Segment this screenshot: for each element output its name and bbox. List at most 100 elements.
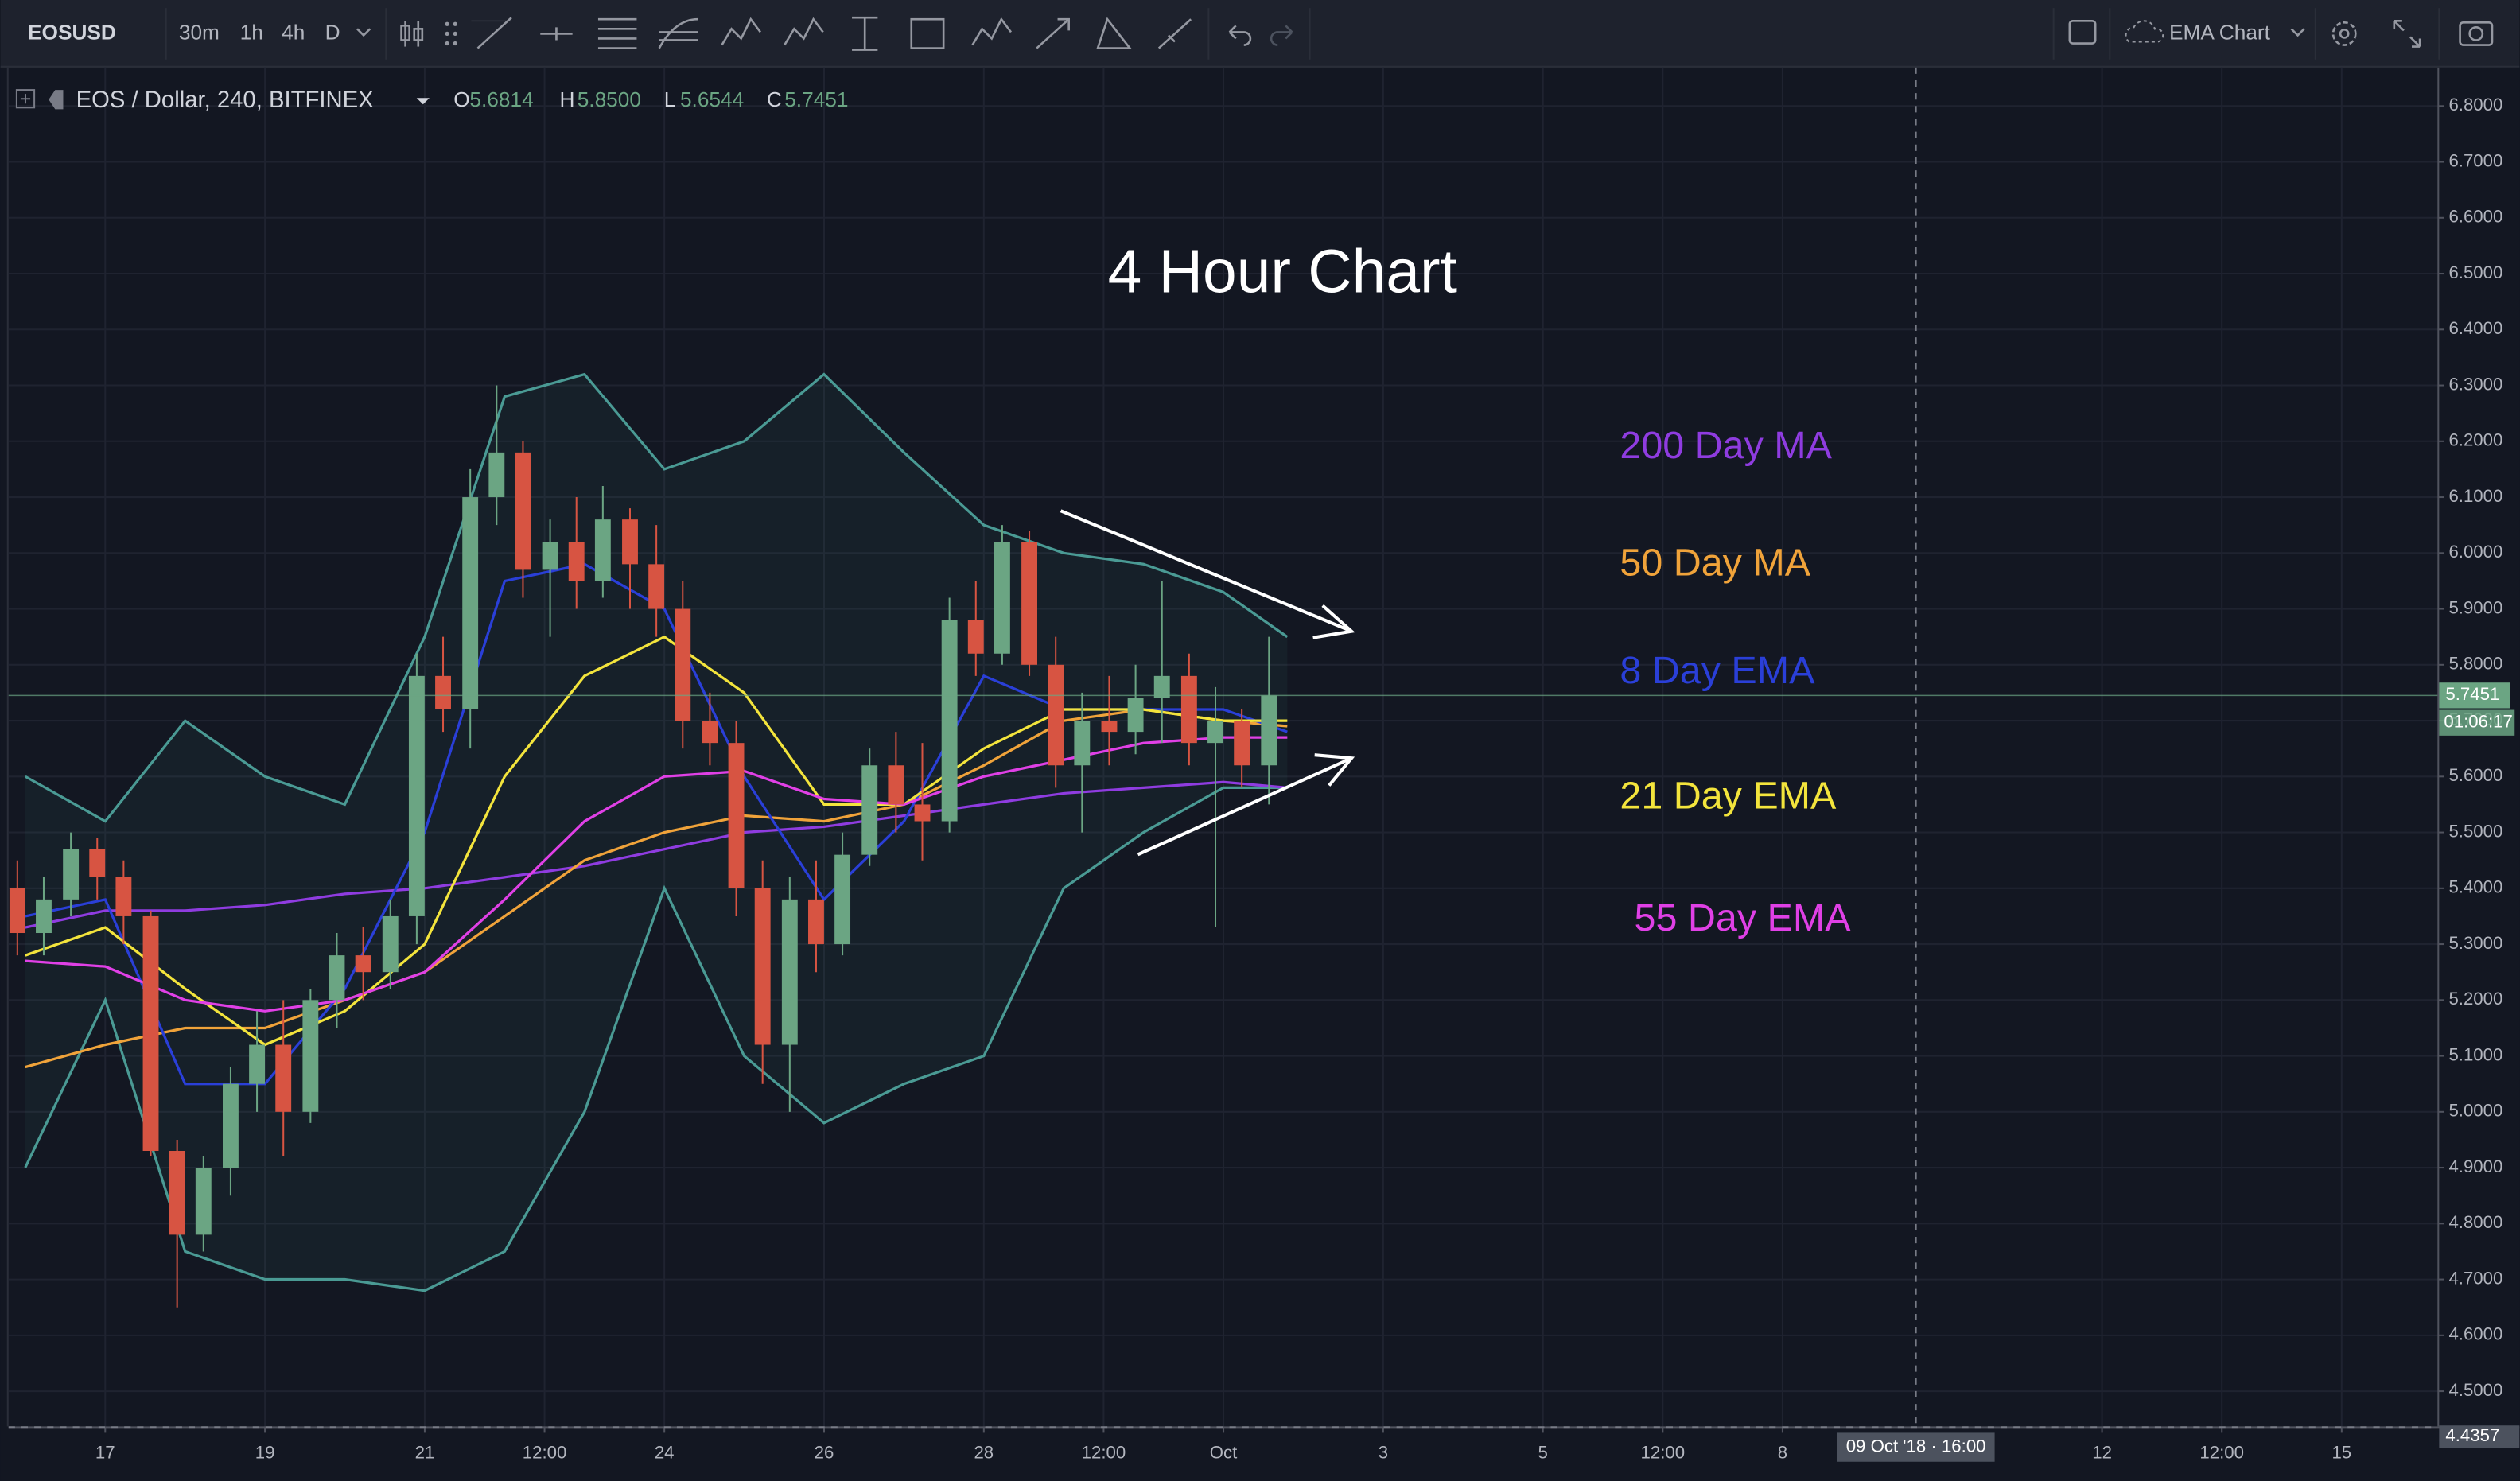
candle-body [169, 1150, 185, 1235]
collapse-icon[interactable] [15, 89, 36, 109]
snapshot-button[interactable] [2459, 21, 2494, 46]
series-annotation: 8 Day EMA [1620, 649, 1815, 692]
candle-body [1208, 721, 1223, 744]
y-tick-label: 4.8000 [2448, 1212, 2502, 1232]
arrow-tool[interactable] [1036, 17, 1070, 49]
x-tick-label: 5 [1538, 1443, 1548, 1463]
undo-button[interactable] [1228, 25, 1252, 46]
candle-body [195, 1168, 212, 1235]
pitchfork-tool[interactable] [597, 17, 637, 49]
price-axis [2437, 67, 2520, 1427]
y-tick-label: 5.4000 [2448, 877, 2502, 897]
y-tick-label: 5.5000 [2448, 821, 2502, 841]
x-tick-label: 15 [2331, 1443, 2351, 1463]
fullscreen-button[interactable] [2393, 19, 2421, 48]
candle-body [36, 899, 52, 934]
series-annotation: 200 Day MA [1620, 424, 1832, 467]
countdown-label: 01:06:17 [2444, 712, 2512, 732]
candle-body [594, 519, 611, 581]
layout-dropdown[interactable] [2290, 28, 2305, 37]
candle-body [1101, 721, 1118, 733]
x-tick-label: 24 [655, 1443, 675, 1463]
y-tick-label: 4.5000 [2448, 1380, 2502, 1400]
candle-body [941, 620, 958, 822]
triangle-tool[interactable] [1096, 17, 1133, 49]
ohlc-key: H [559, 87, 574, 111]
settings-button[interactable] [2331, 21, 2357, 46]
horizontal-line-tool[interactable] [540, 27, 573, 41]
trend-line-tool[interactable] [476, 17, 512, 49]
interval-button[interactable]: 4h [282, 20, 305, 44]
chart-title: 4 Hour Chart [1108, 239, 1457, 306]
candle-body [408, 675, 425, 916]
x-tick-label: 12:00 [1641, 1443, 1686, 1463]
interval-button[interactable]: 1h [240, 20, 263, 44]
x-tick-label: 3 [1379, 1443, 1388, 1463]
candle-body [568, 542, 585, 581]
pattern-tool[interactable] [721, 17, 761, 46]
symbol-description[interactable]: EOS / Dollar, 240, BITFINEX [76, 87, 374, 113]
y-tick-label: 6.3000 [2448, 374, 2502, 394]
upper-trend-arrow [1060, 509, 1355, 639]
x-tick-label: 12:00 [523, 1443, 567, 1463]
y-tick-label: 5.1000 [2448, 1044, 2502, 1064]
y-tick-label: 5.8000 [2448, 654, 2502, 674]
y-tick-label: 4.9000 [2448, 1156, 2502, 1176]
elliott-tool[interactable] [971, 17, 1013, 46]
ohlc-key: C [767, 87, 782, 111]
candle-body [861, 765, 878, 855]
x-tick-label: 12:00 [1082, 1443, 1126, 1463]
interval-dropdown[interactable] [356, 28, 371, 37]
abcd-tool[interactable] [784, 17, 824, 46]
x-tick-label: Oct [1210, 1443, 1238, 1463]
fib-tool[interactable] [658, 17, 698, 49]
series-annotation: 50 Day MA [1620, 542, 1810, 585]
lower-trend-arrow [1137, 753, 1355, 857]
ohlc-value: 5.7451 [784, 87, 848, 111]
y-tick-label: 4.7000 [2448, 1268, 2502, 1288]
layout-name[interactable]: EMA Chart [2169, 20, 2271, 44]
candle-body [1048, 664, 1064, 766]
band-upper-line [25, 372, 1289, 823]
last-price-label: 5.7451 [2445, 684, 2499, 704]
band-lower-line [24, 786, 1288, 1292]
x-tick-label: 28 [974, 1443, 994, 1463]
x-tick-label: 12:00 [2199, 1443, 2244, 1463]
candle-body [1234, 721, 1250, 766]
y-tick-label: 5.0000 [2448, 1101, 2502, 1121]
redo-button[interactable] [1270, 25, 1293, 46]
ohlc-key: O [453, 87, 469, 111]
candle-body [914, 804, 931, 822]
moving-average-line [25, 736, 1288, 1013]
y-tick-label: 6.0000 [2448, 542, 2502, 562]
crosshair-time-label: 09 Oct '18 · 16:00 [1846, 1436, 1986, 1456]
measure-tool[interactable] [852, 16, 878, 51]
x-tick-label: 19 [255, 1443, 275, 1463]
y-tick-label: 6.6000 [2448, 207, 2502, 227]
last-price-tag [2439, 682, 2510, 709]
candle-body [9, 888, 25, 934]
symbol-legend: EOS / Dollar, 240, BITFINEX O 5.6814 H 5… [15, 87, 849, 113]
chart-type-button[interactable] [400, 21, 424, 47]
candle-body [462, 497, 479, 710]
candle-body [648, 564, 665, 609]
toolbar: EOSUSD 30m 1h 4h D EMA Chart [0, 0, 2520, 68]
symbol-input[interactable]: EOSUSD [28, 20, 116, 44]
shape-tool[interactable] [910, 17, 945, 49]
x-tick-label: 26 [815, 1443, 834, 1463]
compare-button[interactable] [2068, 19, 2097, 45]
ohlc-key: L [664, 87, 676, 111]
candle-body [994, 542, 1010, 654]
candle-body [1180, 675, 1197, 744]
candle-body [515, 452, 531, 570]
candle-body [1261, 695, 1278, 766]
interval-button[interactable]: D [325, 20, 340, 44]
ruler-tool[interactable] [1157, 18, 1192, 49]
candle-body [1021, 542, 1037, 665]
y-tick-label: 4.6000 [2448, 1324, 2502, 1344]
candle-body [302, 1000, 319, 1112]
interval-button[interactable]: 30m [179, 20, 220, 44]
symbol-menu[interactable] [416, 98, 430, 105]
